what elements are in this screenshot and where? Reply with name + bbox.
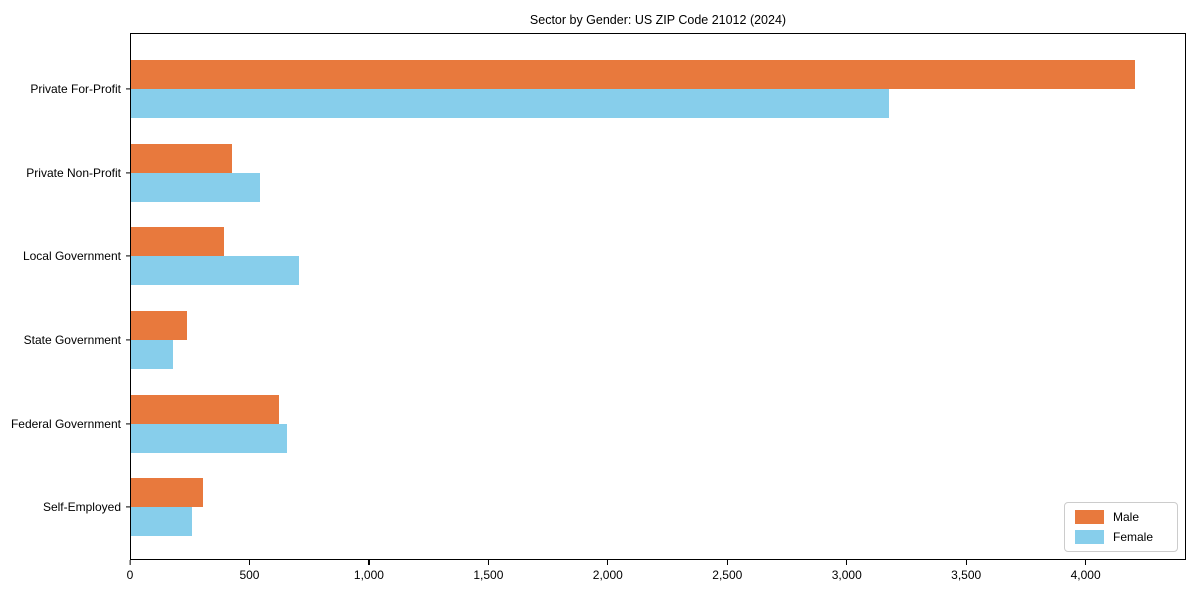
x-tick-mark bbox=[607, 560, 609, 565]
x-tick: 3,000 bbox=[832, 560, 862, 582]
legend-swatch-female bbox=[1074, 530, 1104, 544]
bar-group: Federal Government bbox=[11, 382, 1185, 466]
x-tick-mark bbox=[726, 560, 728, 565]
chart-title: Sector by Gender: US ZIP Code 21012 (202… bbox=[529, 13, 787, 27]
x-tick: 2,500 bbox=[712, 560, 742, 582]
y-tick-mark bbox=[126, 339, 131, 341]
x-tick: 4,000 bbox=[1071, 560, 1101, 582]
y-tick-label: Local Government bbox=[22, 249, 121, 264]
x-tick: 0 bbox=[126, 560, 134, 582]
bar-female-0 bbox=[131, 88, 890, 118]
x-tick: 500 bbox=[239, 560, 259, 582]
legend-label: Male bbox=[1112, 510, 1139, 524]
bar-male-3 bbox=[131, 310, 188, 340]
y-tick-mark bbox=[126, 171, 131, 174]
bar-group: State Government bbox=[24, 298, 1185, 382]
bar-female-3 bbox=[131, 339, 173, 369]
x-tick-mark bbox=[846, 560, 848, 565]
legend: Male Female bbox=[1063, 502, 1178, 552]
x-tick-label: 3,000 bbox=[831, 568, 862, 582]
x-tick: 3,500 bbox=[951, 560, 981, 582]
plot-area: Private For-Profit Private Non-Profit Loca… bbox=[11, 33, 1186, 560]
bar-male-0 bbox=[131, 59, 1135, 89]
bar-male-2 bbox=[131, 227, 224, 257]
x-tick: 2,000 bbox=[593, 560, 623, 582]
x-tick-label: 1,500 bbox=[473, 568, 504, 582]
bar-female-5 bbox=[131, 507, 192, 537]
y-tick-label: Self-Employed bbox=[42, 500, 121, 515]
bar-female-4 bbox=[131, 423, 288, 453]
bar-rows: Private For-Profit Private Non-Profit Loca… bbox=[11, 34, 1185, 559]
bar-male-1 bbox=[131, 143, 233, 173]
x-tick-label: 4,000 bbox=[1070, 568, 1101, 582]
x-tick-label: 2,500 bbox=[712, 568, 743, 582]
x-tick-mark bbox=[129, 560, 131, 565]
x-tick: 1,500 bbox=[473, 560, 503, 582]
x-tick-label: 2,000 bbox=[592, 568, 623, 582]
x-tick-mark bbox=[1085, 560, 1087, 565]
y-tick-mark bbox=[126, 506, 131, 508]
y-tick-mark bbox=[126, 88, 131, 90]
x-axis: 0 500 1,000 1,500 2,000 2,500 3,000 3,500 4,000 bbox=[126, 560, 1186, 590]
legend-item: Male bbox=[1074, 510, 1167, 524]
y-tick-label: Federal Government bbox=[10, 416, 121, 431]
x-tick-mark bbox=[368, 560, 370, 565]
x-tick: 1,000 bbox=[354, 560, 384, 582]
bar-group: Self-Employed bbox=[43, 465, 1185, 549]
y-tick-label: Private For-Profit bbox=[30, 81, 121, 96]
bar-male-4 bbox=[131, 394, 279, 424]
y-tick-mark bbox=[126, 422, 131, 425]
bar-male-5 bbox=[131, 478, 203, 508]
x-tick-label: 3,500 bbox=[951, 568, 982, 582]
bar-group: Private For-Profit bbox=[30, 47, 1185, 131]
legend-item: Female bbox=[1074, 530, 1167, 544]
x-tick-mark bbox=[487, 560, 489, 565]
bar-group: Local Government bbox=[23, 214, 1185, 298]
bar-group: Private Non-Profit bbox=[26, 131, 1185, 215]
y-tick-label: State Government bbox=[23, 332, 121, 347]
x-tick-mark bbox=[965, 560, 967, 565]
x-tick-label: 0 bbox=[126, 568, 134, 582]
x-tick-mark bbox=[248, 560, 251, 565]
x-tick-label: 500 bbox=[239, 568, 260, 582]
x-tick-label: 1,000 bbox=[353, 568, 384, 582]
y-tick-label: Private Non-Profit bbox=[26, 165, 121, 180]
legend-label: Female bbox=[1112, 530, 1153, 544]
y-tick-mark bbox=[126, 255, 131, 257]
legend-swatch-male bbox=[1074, 510, 1104, 524]
bar-female-1 bbox=[131, 172, 260, 202]
bar-female-2 bbox=[131, 256, 300, 286]
